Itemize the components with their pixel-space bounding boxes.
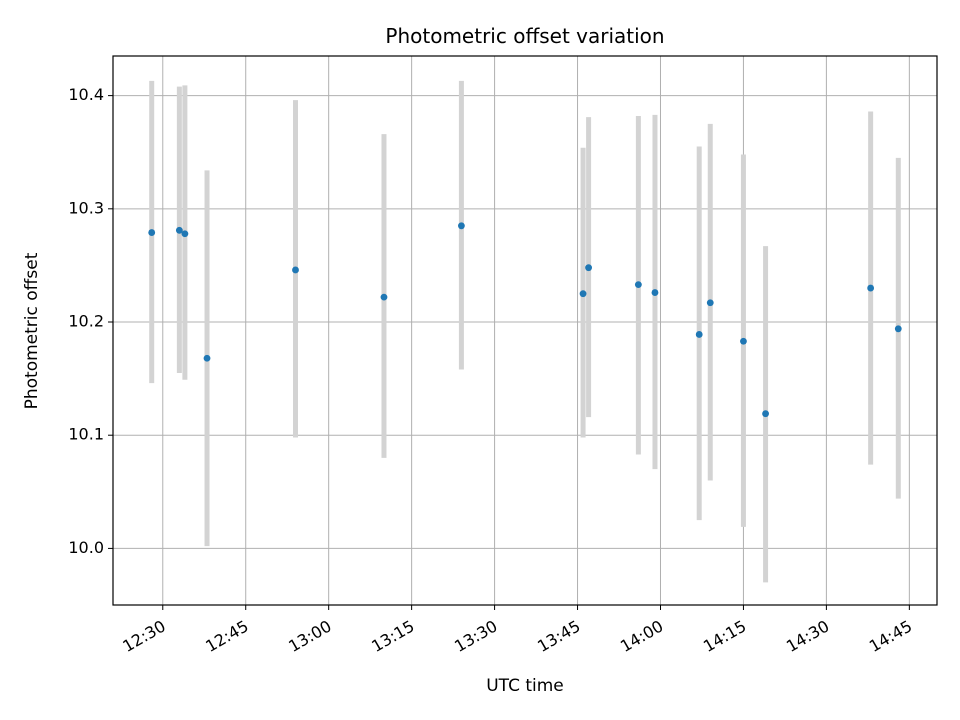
data-point xyxy=(706,299,714,307)
x-axis-title: UTC time xyxy=(486,676,564,696)
plot-frame xyxy=(112,55,938,606)
data-point xyxy=(148,229,156,236)
chart-title: Photometric offset variation xyxy=(385,24,664,48)
y-axis-title: Photometric offset xyxy=(22,252,42,409)
data-point xyxy=(634,281,642,289)
data-point xyxy=(292,266,299,274)
data-point xyxy=(175,226,183,234)
data-point xyxy=(203,354,211,362)
data-points xyxy=(148,222,902,418)
grid-lines xyxy=(113,56,937,605)
data-point xyxy=(380,293,388,301)
data-point xyxy=(894,325,902,333)
data-point xyxy=(867,284,875,292)
data-point xyxy=(740,337,747,345)
y-tick-label: 10.4 xyxy=(68,85,104,104)
y-tick-label: 10.3 xyxy=(68,198,104,217)
data-point xyxy=(579,290,587,298)
data-point xyxy=(695,331,703,338)
data-point xyxy=(651,289,659,296)
y-tick-label: 10.0 xyxy=(68,538,104,557)
y-tick-label: 10.1 xyxy=(68,425,104,444)
data-point xyxy=(762,410,769,418)
data-point xyxy=(585,264,592,272)
data-point xyxy=(181,230,189,238)
y-tick-label: 10.2 xyxy=(68,312,104,331)
data-point xyxy=(458,222,465,230)
